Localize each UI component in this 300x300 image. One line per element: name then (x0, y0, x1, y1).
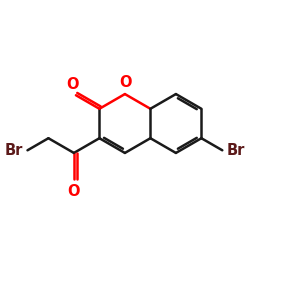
Text: O: O (68, 184, 80, 199)
Text: O: O (119, 75, 132, 90)
Text: Br: Br (5, 143, 23, 158)
Text: Br: Br (227, 143, 245, 158)
Text: O: O (66, 77, 79, 92)
